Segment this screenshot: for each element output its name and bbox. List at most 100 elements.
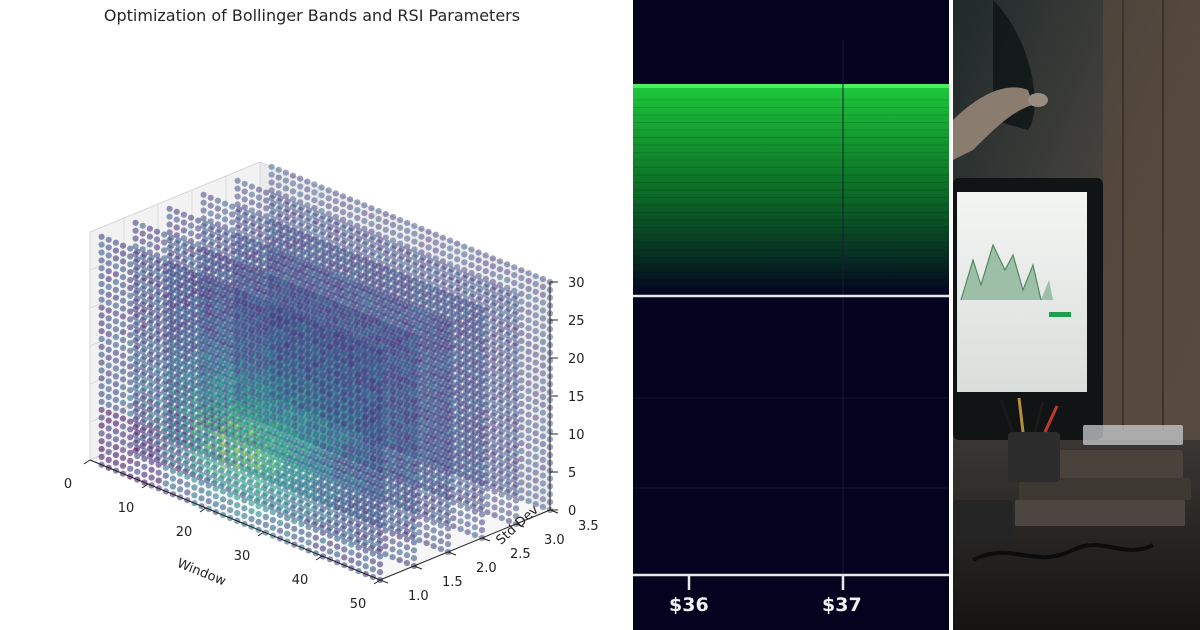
- scatter-point: [416, 466, 423, 473]
- scatter-point: [512, 308, 520, 315]
- scatter-point: [355, 227, 363, 235]
- scatter-point: [439, 258, 446, 265]
- scatter-point: [498, 302, 505, 309]
- scatter-point: [430, 370, 437, 377]
- scatter-point: [450, 499, 457, 506]
- scatter-point: [398, 261, 405, 268]
- scatter-point: [421, 306, 428, 314]
- scatter-point: [437, 506, 444, 513]
- scatter-point: [348, 240, 355, 247]
- scatter-point: [525, 450, 532, 458]
- scatter-point: [444, 352, 452, 359]
- scatter-point: [464, 363, 471, 371]
- scatter-point: [387, 305, 394, 312]
- scatter-point: [229, 211, 236, 218]
- scatter-point: [496, 258, 504, 265]
- scatter-point: [289, 172, 297, 179]
- scatter-point: [470, 298, 477, 305]
- scatter-point: [295, 258, 302, 266]
- scatter-point: [457, 439, 464, 446]
- scatter-point: [273, 257, 280, 265]
- scatter-point: [539, 393, 547, 401]
- scatter-point: [384, 255, 391, 262]
- scatter-point: [437, 317, 444, 325]
- scatter-point: [359, 293, 366, 300]
- scatter-point: [470, 290, 477, 298]
- scatter-point: [436, 304, 443, 312]
- scatter-point: [491, 394, 498, 401]
- scatter-point: [350, 253, 357, 260]
- scatter-point: [491, 457, 498, 464]
- scatter-point: [532, 446, 539, 453]
- scatter-point: [209, 231, 216, 238]
- scatter-point: [525, 498, 532, 505]
- scatter-point: [423, 312, 430, 319]
- scatter-point: [484, 477, 491, 484]
- scatter-point: [393, 279, 400, 286]
- scatter-point: [432, 255, 439, 262]
- scatter-point: [321, 265, 329, 272]
- scatter-point: [311, 205, 318, 212]
- scatter-point: [505, 360, 512, 367]
- scatter-point: [518, 424, 525, 431]
- scatter-point: [491, 362, 498, 369]
- scatter-point: [484, 288, 491, 296]
- scatter-point: [255, 202, 263, 209]
- scatter-point: [444, 517, 452, 524]
- scatter-point: [457, 384, 464, 391]
- scatter-point: [321, 241, 329, 249]
- scatter-point: [430, 346, 437, 353]
- scatter-point: [282, 193, 289, 200]
- scatter-point: [214, 221, 221, 228]
- scatter-point: [291, 224, 298, 232]
- scatter-point: [457, 510, 464, 517]
- scatter-point: [270, 216, 277, 223]
- scatter-point: [532, 320, 539, 327]
- scatter-point: [423, 524, 430, 531]
- scatter-point: [387, 297, 394, 304]
- scatter-point: [216, 242, 223, 249]
- scatter-point: [416, 427, 423, 434]
- scatter-point: [371, 286, 378, 293]
- scatter-point: [518, 447, 525, 455]
- scatter-point: [423, 485, 430, 492]
- scatter-point: [420, 262, 427, 269]
- scatter-point: [409, 329, 416, 336]
- scatter-point: [484, 351, 491, 358]
- scatter-point: [484, 461, 491, 469]
- scatter-point: [518, 290, 525, 297]
- scatter-point: [532, 351, 539, 358]
- scatter-point: [512, 418, 520, 425]
- scatter-point: [314, 262, 321, 269]
- scatter-point: [444, 454, 452, 461]
- scatter-point: [457, 376, 464, 383]
- scatter-point: [423, 351, 430, 358]
- scatter-point: [484, 328, 491, 335]
- scatter-point: [532, 383, 539, 390]
- scatter-point: [280, 260, 287, 267]
- scatter-point: [518, 432, 525, 439]
- scatter-point: [271, 221, 279, 228]
- scatter-point: [512, 316, 520, 323]
- scatter-point: [498, 404, 505, 412]
- scatter-point: [491, 449, 498, 456]
- scatter-point: [450, 350, 457, 357]
- scatter-point: [532, 414, 539, 421]
- scatter-point: [471, 311, 478, 318]
- scatter-point: [266, 262, 273, 269]
- scatter-point: [400, 290, 407, 297]
- scatter-point: [404, 235, 411, 242]
- scatter-point: [409, 321, 416, 329]
- scatter-point: [457, 345, 464, 352]
- scatter-point: [450, 436, 457, 443]
- scatter-point: [457, 486, 464, 493]
- scatter-point: [420, 270, 427, 277]
- scatter-point: [345, 287, 352, 294]
- scatter-point: [464, 379, 471, 386]
- scatter-point: [355, 243, 363, 250]
- scatter-point: [416, 513, 423, 520]
- scatter-point: [450, 334, 457, 341]
- scatter-point: [286, 235, 293, 242]
- scatter-point: [364, 259, 371, 266]
- scatter-point: [416, 324, 423, 331]
